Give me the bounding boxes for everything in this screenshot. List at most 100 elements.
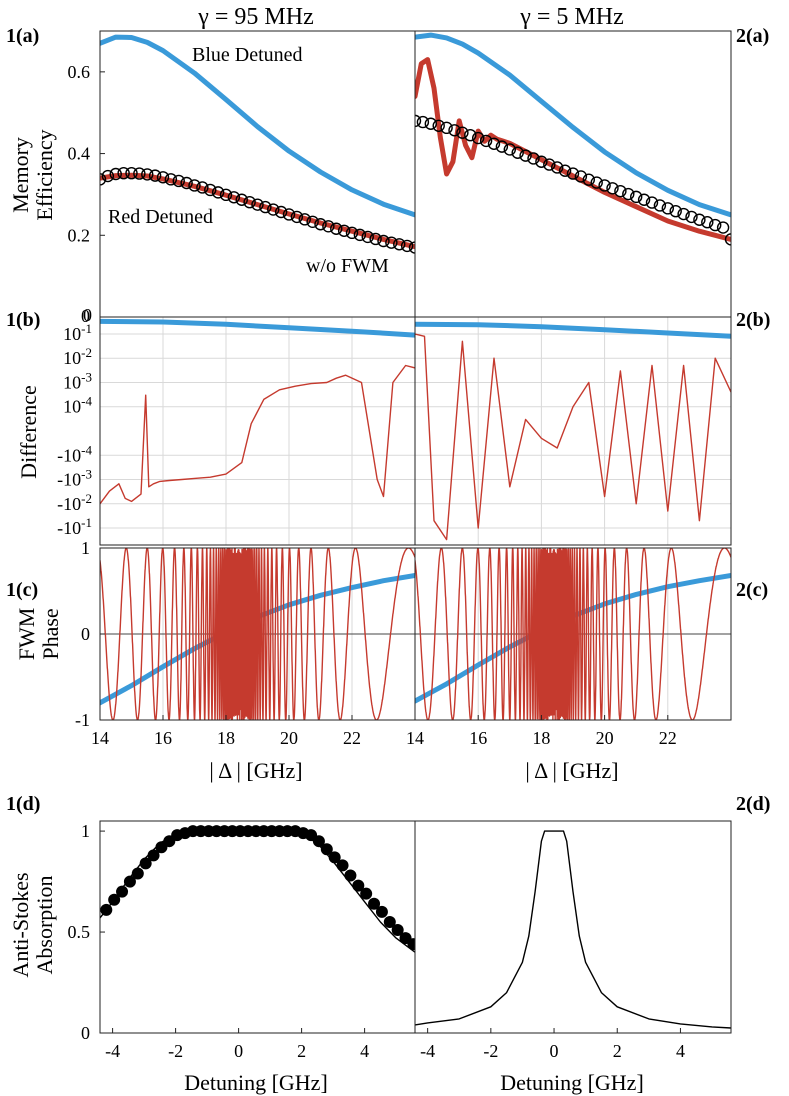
xtick-2c-1: 16 (469, 728, 487, 748)
chart-2a (414, 30, 732, 318)
ytick-1b-4: 10-4 (63, 394, 92, 417)
plot-area-1c (100, 548, 415, 720)
marker-2a-23 (590, 176, 603, 189)
ylabel-b-line1: Difference (16, 385, 41, 479)
marker-2a-4 (440, 121, 453, 135)
marker-2a-5 (448, 124, 461, 137)
series-2b-blue-detuned (415, 321, 731, 339)
xtick-1c-1: 16 (154, 728, 172, 748)
marker-2a-2 (424, 117, 437, 130)
marker-2a-9 (479, 134, 493, 148)
marker-1a-18 (235, 193, 248, 206)
panel-label-1b: 1(b) (6, 309, 40, 331)
marker-1a-7 (148, 169, 162, 182)
marker-1d-36 (383, 915, 396, 928)
marker-1a-31 (337, 224, 351, 237)
ytick-1b-8: -10-1 (57, 515, 92, 538)
marker-2a-28 (630, 190, 643, 204)
marker-1d-1 (108, 893, 121, 906)
ylabel-a: Memory Efficiency (8, 129, 57, 220)
chart-2d: -4 -2 0 2 4 (414, 820, 732, 1061)
marker-1a-9 (164, 173, 178, 186)
marker-1a-36 (377, 234, 390, 248)
marker-1a-40 (408, 241, 415, 254)
marker-2a-19 (558, 164, 572, 177)
marker-2a-10 (487, 137, 501, 150)
marker-1a-28 (314, 218, 327, 231)
marker-1a-5 (133, 167, 146, 180)
xtick-1d-1: -2 (168, 1041, 183, 1061)
xtick-2d-3: 2 (613, 1041, 622, 1061)
marker-2a-1 (416, 115, 430, 129)
marker-2a-30 (645, 196, 659, 209)
plot-area-2a (415, 32, 731, 246)
marker-1a-12 (188, 179, 201, 192)
ytick-1d-2: 1 (81, 821, 90, 841)
marker-1a-26 (298, 213, 311, 226)
marker-2a-25 (606, 182, 619, 195)
marker-1a-21 (259, 200, 272, 214)
marker-2a-7 (464, 128, 477, 142)
marker-1a-37 (385, 236, 398, 249)
xlabel-2d: Detuning [GHz] (500, 1070, 644, 1095)
frame-2d (414, 820, 732, 1034)
ylabel-a-line1: Memory (8, 137, 33, 213)
marker-2a-15 (527, 152, 540, 165)
marker-1a-39 (400, 239, 414, 253)
marker-1a-4 (125, 166, 138, 180)
ylabel-a-line2: Efficiency (32, 129, 57, 220)
frame-1d (99, 820, 416, 1034)
panel-label-2d: 2(d) (736, 793, 770, 815)
ylabel-b: Difference (16, 385, 41, 479)
panel-label-1d: 1(d) (6, 793, 40, 815)
marker-2a-16 (535, 155, 548, 168)
xtick-2c-0: 14 (406, 728, 424, 748)
marker-1a-16 (219, 188, 233, 202)
marker-2a-35 (685, 210, 698, 224)
marker-2a-22 (582, 173, 595, 186)
marker-1d-31 (344, 869, 357, 882)
series-2c-red-detuned (415, 548, 731, 720)
ytick-1a-1: 0.4 (68, 144, 91, 164)
frame-2b (414, 316, 732, 546)
series-2d-line (415, 830, 731, 1029)
marker-2a-32 (661, 202, 674, 215)
marker-1a-38 (393, 238, 406, 251)
xtick-1d-4: 4 (360, 1041, 369, 1061)
series-1c-red-detuned (100, 548, 415, 720)
marker-1a-11 (180, 176, 193, 190)
marker-1a-14 (204, 183, 217, 197)
chart-1b: 010-110-210-310-4 -10-4-10-3-10-2-10-1 (57, 305, 416, 546)
marker-2a-21 (574, 170, 588, 183)
marker-2a-36 (693, 213, 706, 226)
chart-1d: 0 0.5 1 -4 -2 0 2 4 (68, 820, 416, 1061)
ytick-1a-0: 0.2 (68, 225, 91, 245)
panel-label-2b: 2(b) (736, 309, 770, 331)
chart-2b (414, 316, 732, 546)
marker-1d-5 (139, 857, 152, 870)
marker-1d-28 (320, 843, 333, 856)
marker-1a-29 (322, 220, 335, 233)
ytick-1a-2: 0.6 (68, 62, 91, 82)
xtick-2d-0: -4 (420, 1041, 435, 1061)
marker-1d-30 (336, 859, 349, 872)
series-2a-blue-detuned (415, 32, 731, 218)
marker-1a-20 (251, 198, 264, 211)
ylabel-d: Anti-Stokes Absorption (8, 872, 57, 977)
xtick-2d-2: 0 (550, 1041, 559, 1061)
marker-1a-32 (345, 226, 359, 240)
ytick-1b-7: -10-2 (57, 491, 92, 514)
plot-area-2b (415, 321, 731, 541)
marker-2a-8 (472, 131, 485, 145)
marker-1a-27 (306, 215, 319, 229)
marker-1a-17 (227, 191, 241, 204)
marker-1a-23 (274, 205, 288, 219)
ylabel-c-line1: FWM (14, 608, 39, 661)
xtick-1c-3: 20 (280, 728, 298, 748)
marker-2a-24 (598, 179, 611, 192)
xtick-1d-3: 2 (297, 1041, 306, 1061)
panel-label-2a: 2(a) (736, 25, 769, 47)
marker-1a-33 (353, 228, 367, 242)
panels-layer: 0.2 0.4 0.6 0 010-110-210-310-4-10-4-10-3-10… (57, 30, 732, 1061)
series-1a-red-detuned (100, 172, 415, 250)
